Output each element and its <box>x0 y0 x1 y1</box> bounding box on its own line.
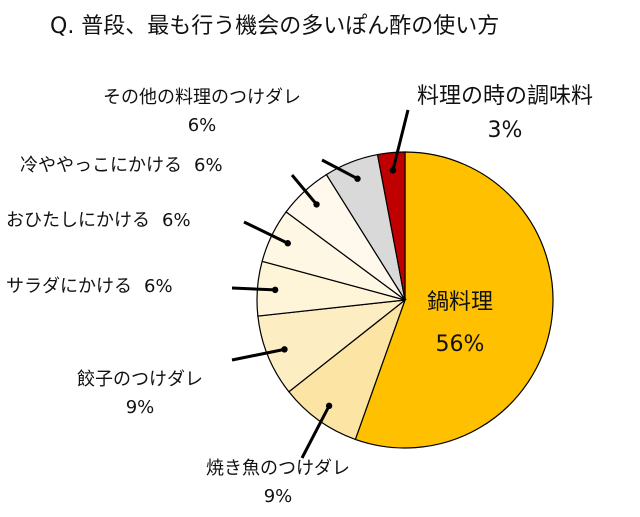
leader-line-seasoning <box>391 109 410 171</box>
slice-label-value: 9% <box>263 486 293 507</box>
leader-line-yakizakana <box>300 405 331 459</box>
slice-label-text: おひたしにかける <box>6 210 150 231</box>
slice-label-value: 3% <box>487 118 523 143</box>
slice-label-value: 9% <box>125 397 155 418</box>
slice-label-value: 6% <box>144 276 173 297</box>
slice-label-salad: サラダにかける 6% <box>6 273 226 301</box>
slice-label-value: 6% <box>194 155 223 176</box>
pie-slice-yakizakana <box>288 298 407 441</box>
slice-label-value: 6% <box>162 210 191 231</box>
slice-label-yakizakana: 焼き魚のつけダレ 9% <box>178 455 378 511</box>
slice-label-text: その他の料理のつけダレ <box>103 87 301 108</box>
slice-label-text: 料理の時の調味料 <box>416 84 593 109</box>
pie-slice-nabe <box>354 151 554 449</box>
slice-label-nabe: 鍋料理 56% <box>405 282 515 366</box>
slice-label-ohitashi: おひたしにかける 6% <box>6 207 256 235</box>
slice-label-text: サラダにかける <box>6 276 132 297</box>
slice-label-hiyayakko: 冷ややっこにかける 6% <box>20 152 290 180</box>
slice-label-text: 冷ややっこにかける <box>20 155 182 176</box>
pie-slice-seasoning <box>376 151 406 301</box>
slice-label-text: 焼き魚のつけダレ <box>206 458 350 479</box>
leader-dot-other <box>354 175 361 182</box>
leader-dot-ohitashi <box>284 240 291 247</box>
slice-label-text: 餃子のつけダレ <box>77 369 203 390</box>
slice-label-seasoning: 料理の時の調味料 3% <box>385 80 625 148</box>
leader-line-ohitashi <box>243 220 289 245</box>
leader-line-gyoza <box>231 347 285 362</box>
leader-dot-seasoning <box>389 167 397 174</box>
leader-line-hiyayakko <box>290 174 318 206</box>
leader-line-salad <box>231 286 276 292</box>
leader-line-other <box>321 158 359 181</box>
slice-label-value: 56% <box>435 332 485 357</box>
leader-dot-gyoza <box>281 346 288 353</box>
pie-slice-gyoza <box>257 299 408 393</box>
leader-dot-hiyayakko <box>313 201 320 208</box>
slice-label-other: その他の料理のつけダレ 6% <box>62 84 342 140</box>
chart-title: Q. 普段、最も行う機会の多いぽん酢の使い方 <box>50 14 500 39</box>
leader-dot-salad <box>271 286 279 294</box>
slice-label-value: 6% <box>187 115 217 136</box>
leader-dot-yakizakana <box>325 402 333 410</box>
slice-label-text: 鍋料理 <box>426 290 493 315</box>
slice-label-gyoza: 餃子のつけダレ 9% <box>55 366 225 422</box>
